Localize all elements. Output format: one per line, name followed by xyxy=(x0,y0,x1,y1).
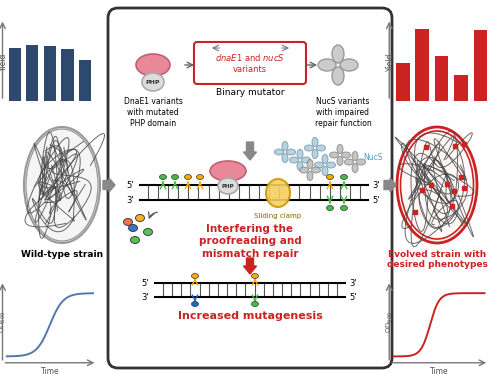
Text: 3': 3' xyxy=(349,279,357,288)
Ellipse shape xyxy=(314,162,323,168)
Ellipse shape xyxy=(322,154,328,163)
FancyArrow shape xyxy=(244,258,256,274)
Ellipse shape xyxy=(307,159,313,169)
Text: 5': 5' xyxy=(372,196,380,205)
Text: Binary mutator: Binary mutator xyxy=(216,88,284,97)
Ellipse shape xyxy=(123,218,133,226)
Ellipse shape xyxy=(144,229,153,236)
Text: Evolved strain with
desired phenotypes: Evolved strain with desired phenotypes xyxy=(387,250,488,269)
Ellipse shape xyxy=(136,54,170,76)
Ellipse shape xyxy=(142,73,164,91)
Ellipse shape xyxy=(340,205,347,211)
Ellipse shape xyxy=(318,59,336,71)
Ellipse shape xyxy=(297,150,303,159)
Ellipse shape xyxy=(312,150,318,159)
Ellipse shape xyxy=(129,224,138,232)
Text: 5': 5' xyxy=(142,279,149,288)
Ellipse shape xyxy=(299,167,308,173)
Ellipse shape xyxy=(352,151,358,160)
FancyArrow shape xyxy=(103,178,115,192)
Ellipse shape xyxy=(337,144,343,153)
Text: 3': 3' xyxy=(372,181,380,190)
Ellipse shape xyxy=(131,236,140,243)
FancyArrow shape xyxy=(244,142,256,160)
Bar xyxy=(26,45,38,101)
Text: Time: Time xyxy=(430,367,449,374)
Ellipse shape xyxy=(340,175,347,180)
Text: Yield: Yield xyxy=(386,53,395,71)
Ellipse shape xyxy=(136,215,145,221)
Text: PHP: PHP xyxy=(146,80,160,85)
Ellipse shape xyxy=(24,127,100,243)
Bar xyxy=(435,55,449,101)
Bar xyxy=(79,60,91,101)
Ellipse shape xyxy=(340,59,358,71)
Ellipse shape xyxy=(172,175,179,180)
Text: $\it{dnaE1}$ and $\it{nucS}$
variants: $\it{dnaE1}$ and $\it{nucS}$ variants xyxy=(215,52,285,74)
Ellipse shape xyxy=(352,163,358,172)
Text: Wild-type strain: Wild-type strain xyxy=(21,250,103,259)
Text: DnaE1 variants
with mutated
PHP domain: DnaE1 variants with mutated PHP domain xyxy=(124,97,183,128)
FancyBboxPatch shape xyxy=(194,42,306,84)
FancyArrow shape xyxy=(384,178,396,192)
Text: Increased mutagenesis: Increased mutagenesis xyxy=(178,311,322,321)
Text: OD$_{600}$: OD$_{600}$ xyxy=(0,311,8,332)
Ellipse shape xyxy=(397,127,477,243)
Ellipse shape xyxy=(341,152,350,158)
Ellipse shape xyxy=(311,167,320,173)
Text: Interfering the
proofreading and
mismatch repair: Interfering the proofreading and mismatc… xyxy=(199,224,301,259)
FancyBboxPatch shape xyxy=(108,8,392,368)
Ellipse shape xyxy=(192,273,199,279)
Bar xyxy=(44,46,56,101)
Ellipse shape xyxy=(251,301,258,307)
Bar xyxy=(8,48,21,101)
Ellipse shape xyxy=(356,159,365,165)
Ellipse shape xyxy=(266,179,290,207)
Text: 5': 5' xyxy=(349,292,356,301)
Ellipse shape xyxy=(307,172,313,181)
Ellipse shape xyxy=(326,205,333,211)
Ellipse shape xyxy=(282,141,288,150)
Ellipse shape xyxy=(297,162,303,171)
Text: NucS variants
with impaired
repair function: NucS variants with impaired repair funct… xyxy=(315,97,371,128)
Ellipse shape xyxy=(282,153,288,162)
Ellipse shape xyxy=(301,157,310,163)
Ellipse shape xyxy=(332,67,344,85)
Ellipse shape xyxy=(289,157,298,163)
Text: 3': 3' xyxy=(141,292,149,301)
Bar xyxy=(474,30,487,101)
Ellipse shape xyxy=(210,161,246,181)
Ellipse shape xyxy=(218,178,238,194)
Ellipse shape xyxy=(197,175,204,180)
Ellipse shape xyxy=(185,175,192,180)
Text: Yield: Yield xyxy=(0,53,8,71)
Text: 5': 5' xyxy=(127,181,134,190)
Text: 3': 3' xyxy=(126,196,134,205)
Text: Sliding clamp: Sliding clamp xyxy=(254,213,301,219)
Text: OD$_{600}$: OD$_{600}$ xyxy=(385,311,395,332)
Ellipse shape xyxy=(160,175,167,180)
Ellipse shape xyxy=(326,162,335,168)
Ellipse shape xyxy=(322,166,328,175)
Ellipse shape xyxy=(312,138,318,147)
Ellipse shape xyxy=(251,273,258,279)
Ellipse shape xyxy=(332,45,344,63)
Bar xyxy=(61,49,73,101)
Text: NucS: NucS xyxy=(363,153,383,162)
Ellipse shape xyxy=(286,149,295,155)
Ellipse shape xyxy=(192,301,199,307)
Ellipse shape xyxy=(316,145,325,151)
Bar xyxy=(454,75,468,101)
Ellipse shape xyxy=(274,149,283,155)
Bar xyxy=(415,29,429,101)
Ellipse shape xyxy=(337,156,343,166)
Text: PHP: PHP xyxy=(222,184,235,188)
Ellipse shape xyxy=(326,175,333,180)
Ellipse shape xyxy=(329,152,338,158)
Text: Time: Time xyxy=(40,367,59,374)
Ellipse shape xyxy=(304,145,313,151)
Bar xyxy=(396,63,410,101)
Ellipse shape xyxy=(344,159,353,165)
